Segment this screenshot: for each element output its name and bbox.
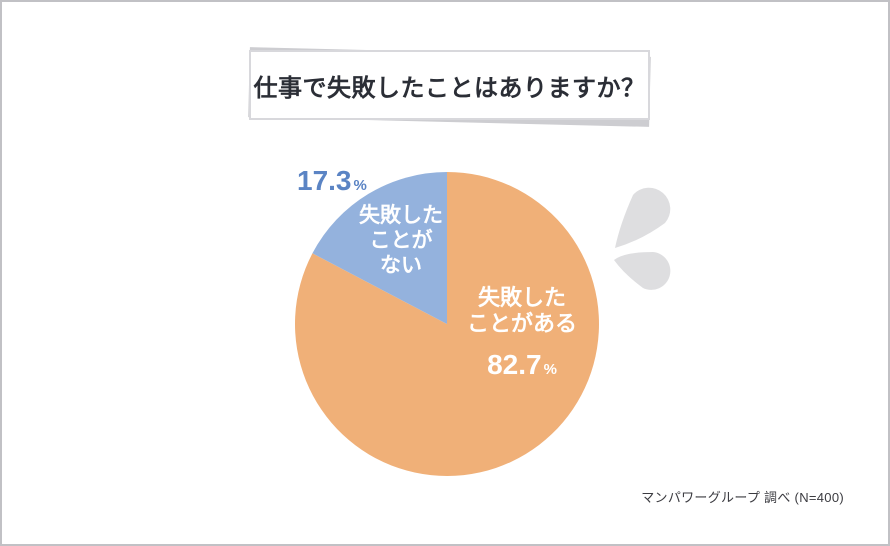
yes-slice-label-line2: ことがある [466,311,577,336]
no-slice-label-line1: 失敗した [359,204,443,227]
no-slice-label-line3: ない [380,254,422,277]
yes-slice-percent-value: 82.7 [487,349,542,380]
no-slice-percent: 17.3% [297,165,367,197]
pie-slice-yes [294,172,599,476]
no-slice-percent-sign: % [353,177,367,194]
no-slice-percent-value: 17.3 [297,165,352,196]
no-slice-label: 失敗した ことが ない [326,203,476,278]
no-slice-label-line2: ことが [369,229,433,252]
yes-slice-label-line1: 失敗した [477,285,566,310]
page-title: 仕事で失敗したことはありますか？ [253,74,646,102]
yes-slice-percent-sign: % [543,361,557,378]
title-box: 仕事で失敗したことはありますか？ [249,50,650,120]
sweat-drops-icon [614,187,671,290]
yes-slice-percent: 82.7% [446,349,598,381]
yes-slice-label: 失敗した ことがある [446,285,598,337]
survey-source-note: マンパワーグループ 調べ (N=400) [641,490,844,505]
pie-slice-no [312,172,447,324]
